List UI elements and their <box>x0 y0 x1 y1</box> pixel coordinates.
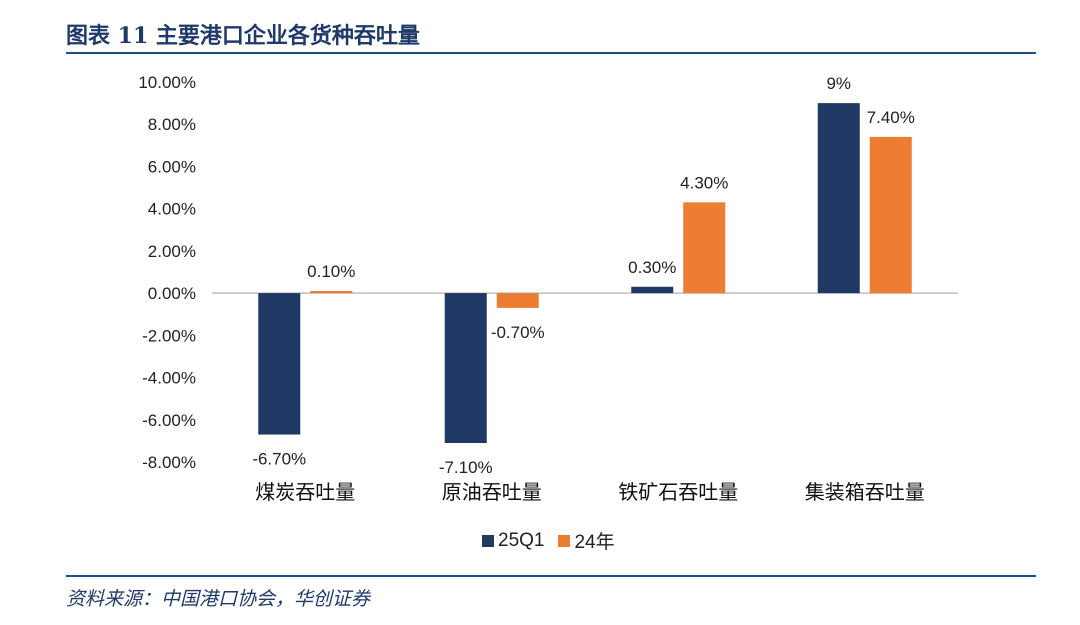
legend-label-series-1: 25Q1 <box>498 529 545 551</box>
y-tick-label: -6.00% <box>142 411 196 430</box>
source-note: 资料来源：中国港口协会，华创证券 <box>66 588 371 610</box>
y-tick-label: 10.00% <box>138 73 196 92</box>
bar-series-2 <box>496 293 539 308</box>
data-label: 9% <box>826 74 851 93</box>
bar-series-2 <box>310 291 353 294</box>
data-label: 4.30% <box>680 173 728 192</box>
y-tick-label: 6.00% <box>148 157 196 176</box>
data-label: -6.70% <box>252 450 306 469</box>
bar-series-1 <box>444 293 487 443</box>
data-label: -7.10% <box>439 458 493 477</box>
y-tick-label: 4.00% <box>148 200 196 219</box>
bar-series-1 <box>258 293 301 435</box>
data-label: 7.40% <box>867 108 915 127</box>
bar-series-1 <box>631 286 674 294</box>
bar-series-2 <box>869 136 912 294</box>
y-tick-label: -4.00% <box>142 369 196 388</box>
figure-title: 图表 11 主要港口企业各货种吞吐量 <box>66 23 420 49</box>
y-tick-label: 8.00% <box>148 115 196 134</box>
chart-legend: 25Q1 24年 <box>482 527 629 554</box>
y-tick-label: -8.00% <box>142 453 196 472</box>
legend-swatch-series-2 <box>558 534 571 547</box>
data-label: 0.30% <box>628 258 676 277</box>
y-tick-label: 2.00% <box>148 242 196 261</box>
legend-label-series-2: 24年 <box>574 532 615 553</box>
x-category-label: 煤炭吞吐量 <box>255 480 355 504</box>
title-rule <box>66 52 1036 54</box>
bar-chart: 10.00% 8.00% 6.00% 4.00% 2.00% 0.00% -2.00% -4.… <box>138 73 958 504</box>
x-category-label: 集装箱吞吐量 <box>805 480 925 504</box>
legend-item-series-1: 25Q1 <box>482 530 544 552</box>
y-tick-label: 0.00% <box>148 284 196 303</box>
bar-series-1 <box>817 103 860 294</box>
data-label: -0.70% <box>491 323 545 342</box>
x-category-label: 铁矿石吞吐量 <box>618 480 738 504</box>
data-label: 0.10% <box>307 262 355 281</box>
legend-item-series-2: 24年 <box>558 527 615 554</box>
x-category-label: 原油吞吐量 <box>442 480 542 504</box>
bar-series-2 <box>683 202 726 294</box>
y-tick-label: -2.00% <box>142 326 196 345</box>
source-rule <box>66 575 1036 577</box>
legend-swatch-series-1 <box>482 534 494 547</box>
